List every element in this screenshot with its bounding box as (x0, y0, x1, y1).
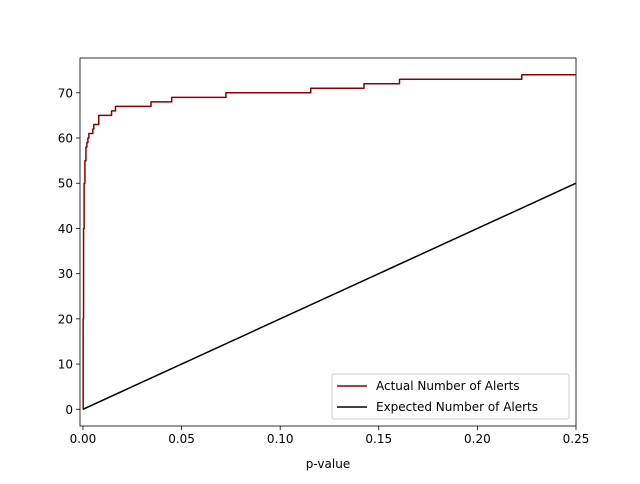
axes-frame (79, 57, 577, 427)
y-tick-label: 20 (58, 312, 73, 326)
legend-label-actual: Actual Number of Alerts (376, 379, 520, 393)
legend-box (331, 373, 570, 420)
x-tick-label: 0.20 (464, 432, 491, 446)
series-line-expected-alerts (82, 182, 577, 410)
x-tick-label: 0.25 (563, 432, 590, 446)
y-tick-label: 70 (58, 86, 73, 100)
legend: Actual Number of Alerts Expected Number … (331, 373, 570, 420)
y-tick-label: 50 (58, 177, 73, 191)
y-tick-label: 10 (58, 358, 73, 372)
x-tick-label: 0.05 (168, 432, 195, 446)
x-axis-ticks: 0.00 0.05 0.10 0.15 0.20 0.25 (70, 426, 590, 446)
x-tick-label: 0.10 (267, 432, 294, 446)
x-tick-label: 0.15 (365, 432, 392, 446)
series-layer (82, 73, 577, 411)
series-line-actual-alerts (82, 73, 576, 411)
x-tick-label: 0.00 (70, 432, 97, 446)
y-axis-ticks: 0 10 20 30 40 50 60 70 (58, 86, 80, 417)
plot-area (80, 58, 576, 426)
x-axis-label: p-value (306, 457, 350, 471)
y-tick-label: 30 (58, 267, 73, 281)
y-tick-label: 60 (58, 132, 73, 146)
y-tick-label: 0 (65, 403, 73, 417)
legend-label-expected: Expected Number of Alerts (376, 400, 538, 414)
y-tick-label: 40 (58, 222, 73, 236)
